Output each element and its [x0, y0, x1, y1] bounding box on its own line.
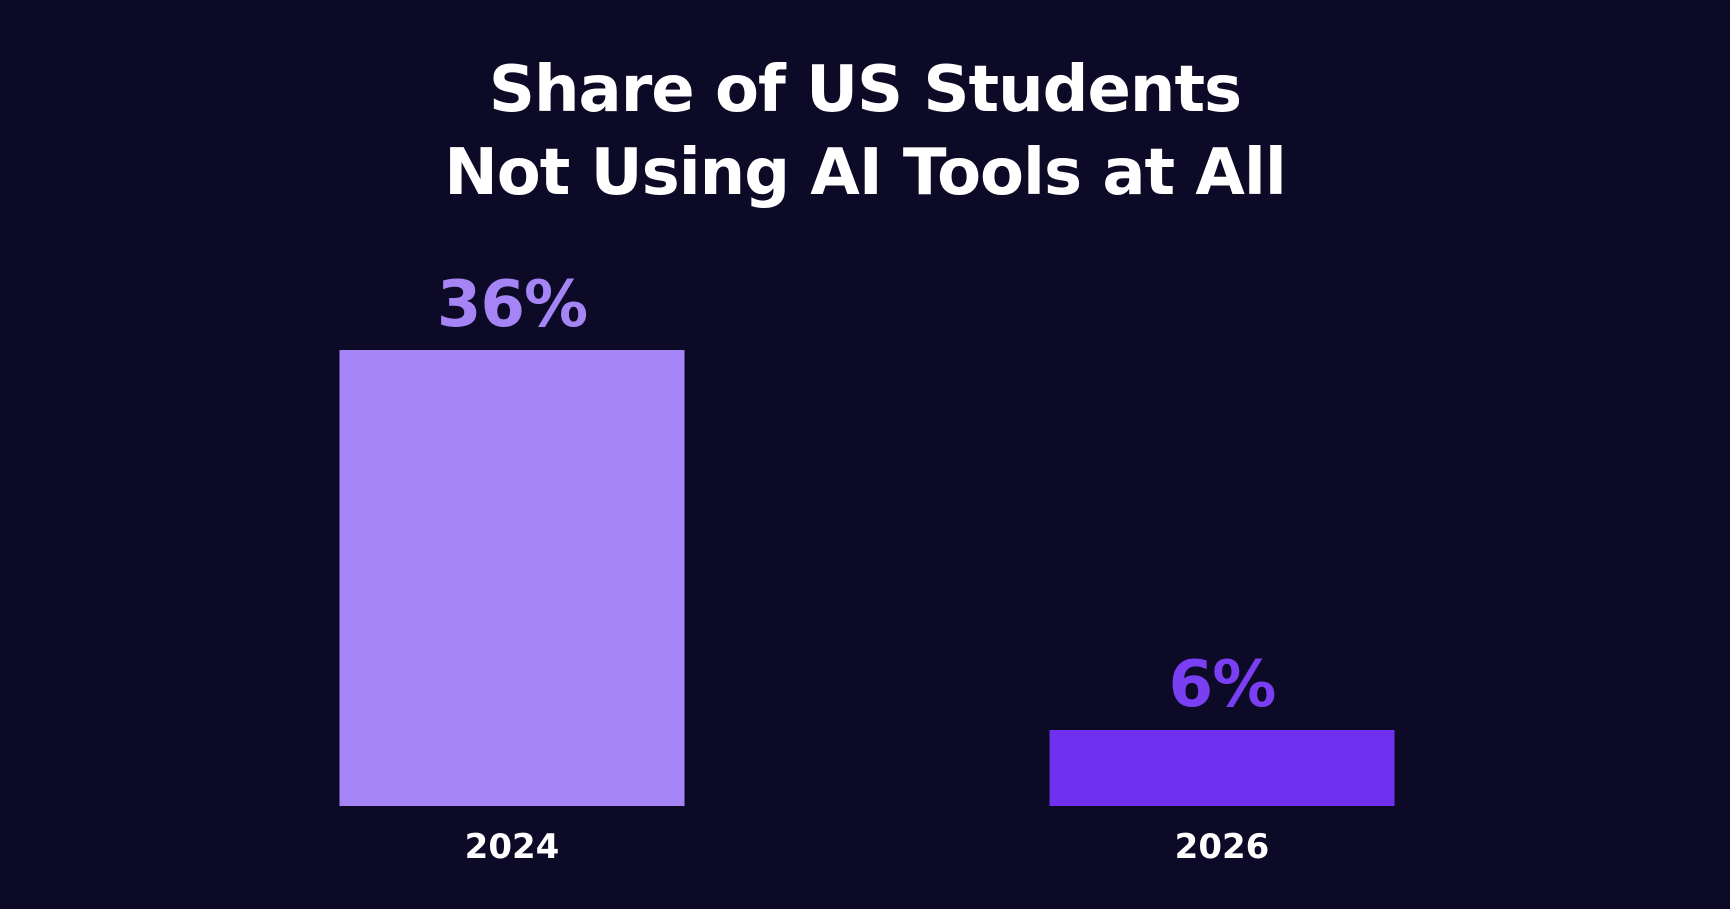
data-label-2026: 6%: [1169, 648, 1276, 722]
data-label-2024: 36%: [437, 268, 587, 342]
chart-title-line-1: Share of US Students: [488, 53, 1242, 127]
x-tick-label-2024: 2024: [465, 827, 560, 867]
x-tick-label-2026: 2026: [1175, 827, 1270, 867]
chart-title-line-2: Not Using AI Tools at All: [444, 136, 1287, 210]
bar-2024: [339, 350, 685, 806]
bar-2026: [1049, 730, 1395, 806]
